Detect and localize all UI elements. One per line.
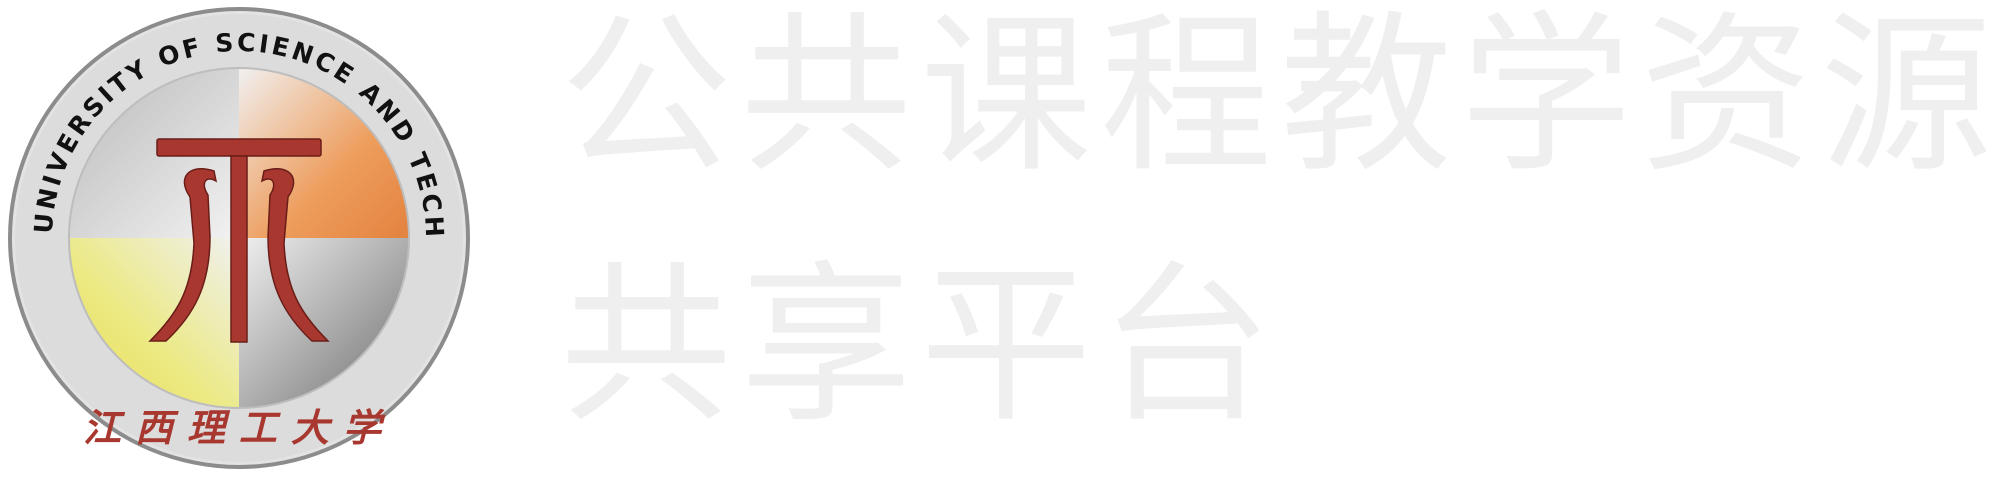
title-line-2: 共享平台 xyxy=(560,245,1280,446)
title-line-1: 公共课程教学资源 xyxy=(560,0,2000,196)
platform-title: 公共课程教学资源 共享平台 xyxy=(560,10,2000,470)
logo-chinese-name: 江西理工大学 xyxy=(83,405,395,450)
university-logo: JIANGXI UNIVERSITY OF SCIENCE AND TECHNO… xyxy=(4,3,470,469)
emblem-glyph xyxy=(148,138,330,343)
